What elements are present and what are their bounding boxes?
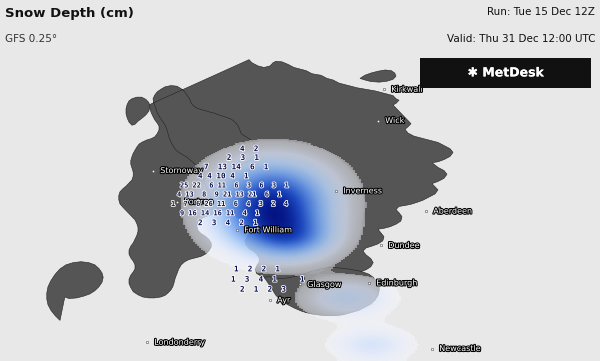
Text: 7  13 14  6  1: 7 13 14 6 1: [204, 162, 269, 171]
Text: 1  7  6 26 11  6  4  3  2  4: 1 7 6 26 11 6 4 3 2 4: [171, 201, 290, 207]
Polygon shape: [47, 262, 103, 321]
Text: Inverness: Inverness: [343, 186, 382, 195]
Text: Valid: Thu 31 Dec 12:00 UTC: Valid: Thu 31 Dec 12:00 UTC: [447, 34, 595, 44]
Text: 2  3  1: 2 3 1: [227, 153, 259, 162]
Text: Edinburgh: Edinburgh: [376, 278, 417, 287]
Polygon shape: [126, 97, 150, 125]
Text: Run: Tue 15 Dec 12Z: Run: Tue 15 Dec 12Z: [487, 7, 595, 17]
Text: 4 13  8  9 21 13 21  6  1: 4 13 8 9 21 13 21 6 1: [177, 192, 283, 197]
Text: 25 22  6 11  6  3  6  3  1: 25 22 6 11 6 3 6 3 1: [180, 183, 290, 188]
Text: 2  3  4  2  1: 2 3 4 2 1: [198, 218, 258, 227]
Text: 4 4 10 4  1: 4 4 10 4 1: [198, 171, 249, 180]
Polygon shape: [119, 60, 453, 298]
Text: Londonderry: Londonderry: [154, 338, 205, 347]
Text: Glasgow: Glasgow: [307, 280, 341, 289]
FancyBboxPatch shape: [420, 58, 591, 88]
Text: Snow Depth (cm): Snow Depth (cm): [5, 7, 134, 20]
Text: Kirkwall: Kirkwall: [391, 85, 422, 94]
Text: 1  2  2  1: 1 2 2 1: [234, 264, 280, 273]
Text: 2  1  2  3: 2 1 2 3: [240, 285, 286, 294]
Text: Portree: Portree: [184, 197, 214, 206]
Text: 4  2: 4 2: [240, 144, 259, 153]
Text: Aberdeen: Aberdeen: [433, 206, 472, 216]
Polygon shape: [264, 267, 379, 316]
Text: Dundee: Dundee: [388, 241, 419, 250]
Text: Stornoway: Stornoway: [160, 166, 203, 175]
Text: Wick: Wick: [385, 116, 404, 125]
Text: Ayr: Ayr: [277, 296, 290, 305]
Text: GFS 0.25°: GFS 0.25°: [5, 34, 57, 44]
Text: 9 16 14 16 11  4  1: 9 16 14 16 11 4 1: [180, 210, 261, 216]
Text: Newcastle: Newcastle: [439, 344, 481, 353]
Text: ✱ MetDesk: ✱ MetDesk: [467, 66, 544, 79]
Text: Fort William: Fort William: [244, 225, 292, 234]
Text: 1  3  4  1     1: 1 3 4 1 1: [231, 275, 305, 284]
Polygon shape: [360, 70, 396, 82]
